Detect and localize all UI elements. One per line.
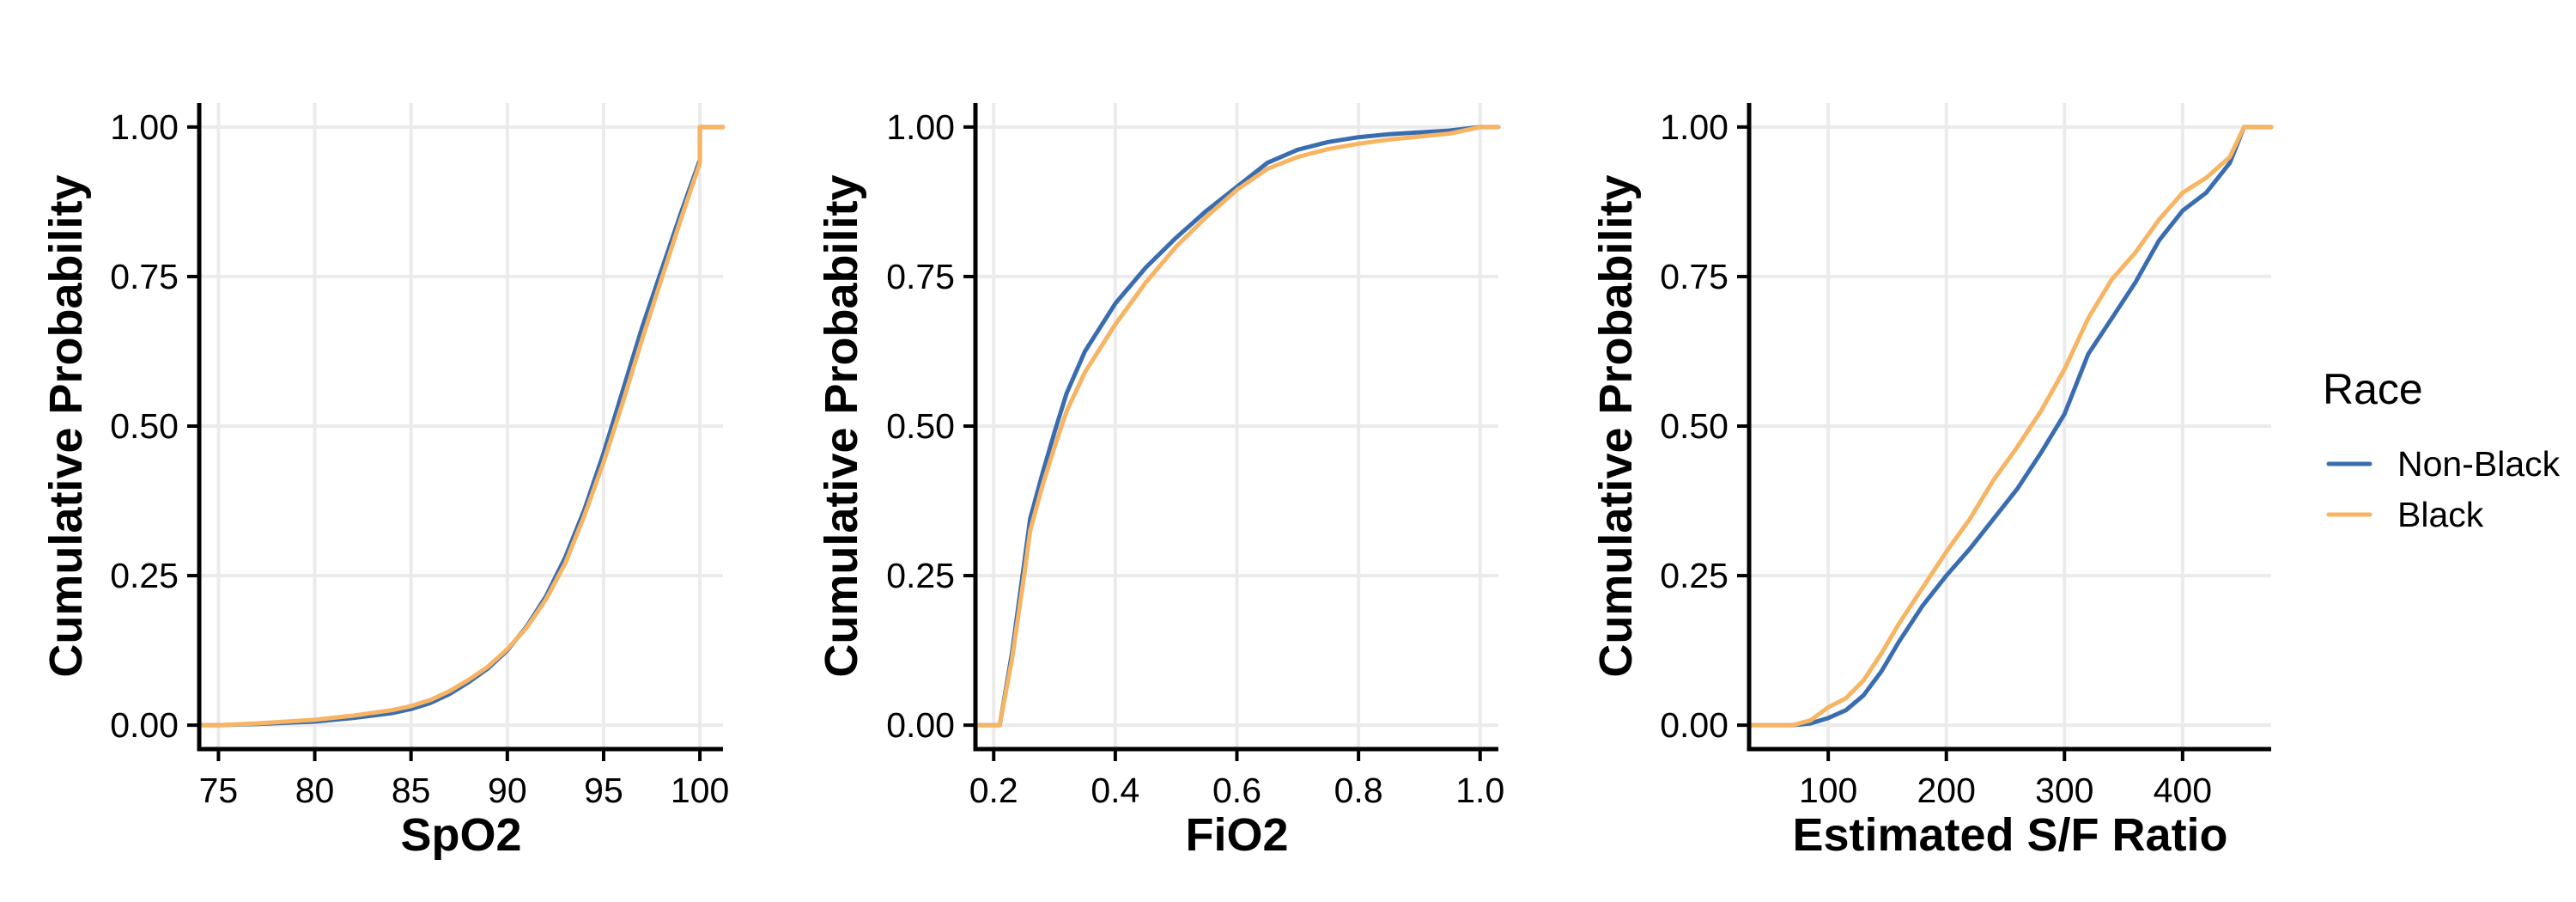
x-tick-label: 0.4: [1091, 771, 1139, 810]
y-axis-title: Cumulative Probability: [40, 174, 92, 677]
x-tick-label: 1.0: [1455, 771, 1504, 810]
y-tick-label: 0.50: [1660, 406, 1728, 446]
panel-1: 0.00 0.25 0.50 0.75 1.00 75 80 85 90 95 100 SpO2 Cum…: [40, 103, 729, 861]
chart-panels: 0.00 0.25 0.50 0.75 1.00 75 80 85 90 95 100 SpO2 Cum…: [40, 103, 2274, 861]
x-tick-label: 200: [1917, 771, 1976, 810]
x-tick-label: 75: [199, 771, 239, 810]
y-axis-title: Cumulative Probability: [1590, 174, 1642, 677]
legend-label-non-black: Non-Black: [2397, 444, 2561, 484]
legend: Race Non-Black Black: [2323, 365, 2561, 534]
axis-lines: [973, 103, 1498, 752]
x-tick-label: 300: [2035, 771, 2093, 810]
y-tick-label: 1.00: [110, 107, 179, 147]
x-axis-title: Estimated S/F Ratio: [1792, 809, 2227, 861]
y-tick-label: 0.00: [886, 705, 955, 745]
x-tick-label: 85: [392, 771, 431, 810]
y-tick-label: 0.50: [886, 406, 955, 446]
y-tick-label: 0.75: [886, 257, 955, 296]
y-tick-label: 1.00: [1660, 107, 1728, 147]
x-tick-label: 0.2: [969, 771, 1018, 810]
y-axis-title: Cumulative Probability: [816, 174, 867, 677]
x-tick-label: 95: [584, 771, 623, 810]
x-tick-label: 0.8: [1334, 771, 1383, 810]
x-axis-title: SpO2: [400, 809, 521, 861]
y-tick-label: 0.25: [110, 556, 179, 595]
legend-title: Race: [2323, 365, 2423, 413]
series-line-black: [197, 125, 726, 728]
axis-lines: [197, 103, 723, 752]
x-tick-label: 80: [295, 771, 335, 810]
x-axis-title: FiO2: [1185, 809, 1288, 861]
x-tick-label: 400: [2154, 771, 2212, 810]
y-tick-label: 1.00: [886, 107, 955, 147]
series-line-non-black: [1747, 125, 2274, 728]
y-tick-label: 0.25: [1660, 556, 1728, 595]
axis-lines: [1747, 103, 2271, 752]
x-tick-label: 90: [488, 771, 527, 810]
y-tick-label: 0.25: [886, 556, 955, 595]
panel-2: 0.00 0.25 0.50 0.75 1.00 0.2 0.4 0.6 0.8 1.0 FiO2 C…: [816, 103, 1504, 861]
y-tick-label: 0.50: [110, 406, 179, 446]
y-tick-label: 0.00: [1660, 705, 1728, 745]
x-tick-label: 100: [1799, 771, 1857, 810]
y-tick-label: 0.00: [110, 705, 179, 745]
legend-label-black: Black: [2397, 495, 2484, 534]
series-line-black: [973, 125, 1501, 728]
x-tick-label: 100: [671, 771, 729, 810]
y-tick-label: 0.75: [1660, 257, 1728, 296]
y-tick-label: 0.75: [110, 257, 179, 296]
series-line-black: [1747, 125, 2274, 728]
x-tick-label: 0.6: [1212, 771, 1261, 810]
panel-3: 0.00 0.25 0.50 0.75 1.00 100 200 300 400Estimate…: [1590, 103, 2274, 861]
